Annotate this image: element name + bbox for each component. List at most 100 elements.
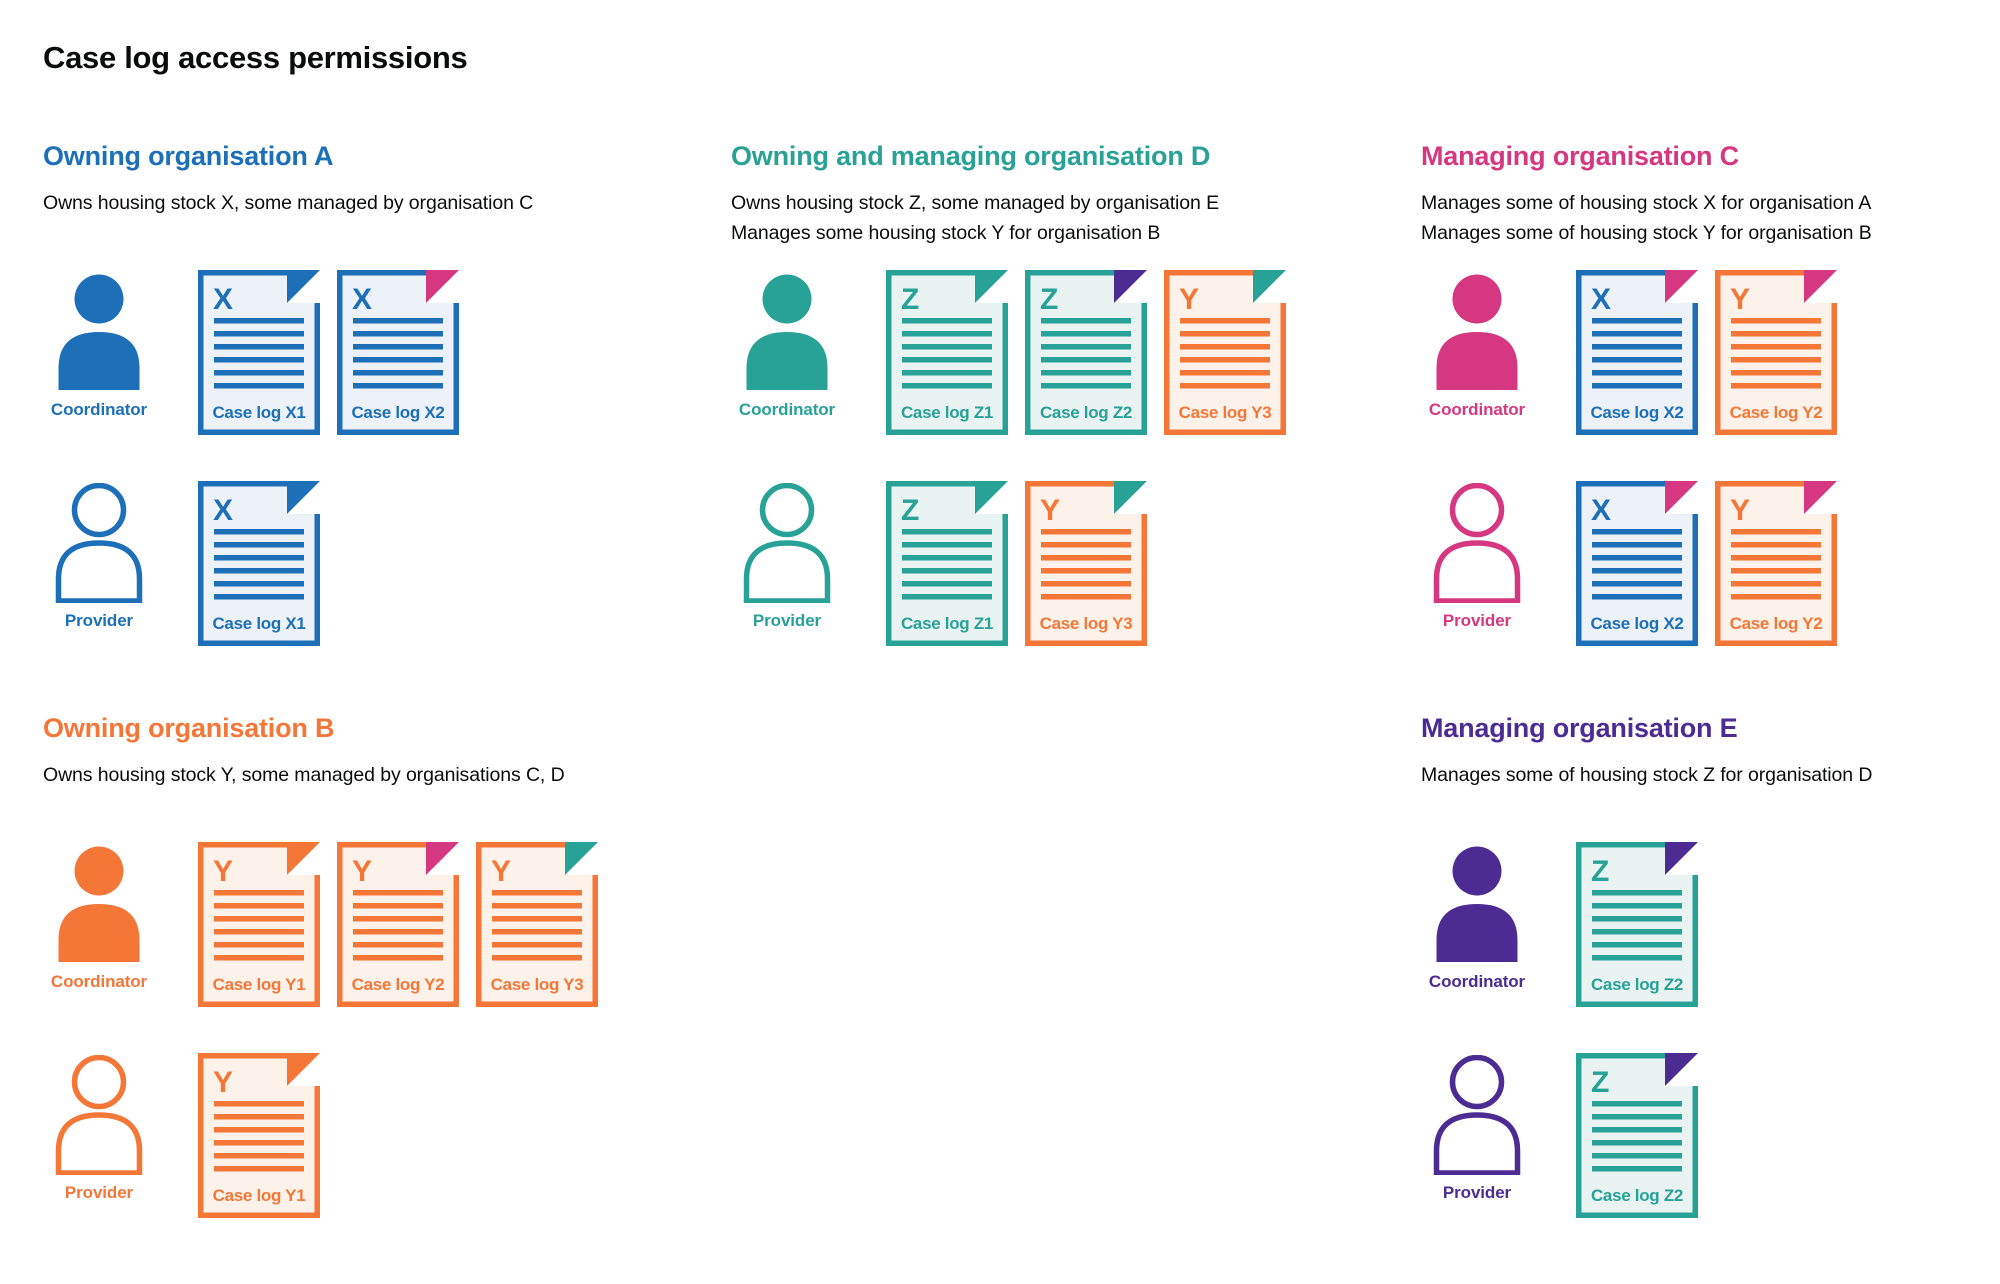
document-fold-icon <box>1665 1053 1698 1086</box>
document-label: Case log Y2 <box>1730 614 1823 633</box>
coordinator-icon <box>1436 274 1518 390</box>
coordinator-icon <box>1436 846 1518 962</box>
section-owning-organisation-b: Owning organisation B Owns housing stock … <box>43 712 731 1284</box>
document-border-top <box>198 842 287 848</box>
case-log-document: Z Case log Z2 <box>1025 270 1147 435</box>
role-label: Coordinator <box>738 400 836 419</box>
role-label: Coordinator <box>50 972 148 991</box>
document-border-left <box>1576 481 1582 646</box>
document-letter: X <box>1591 283 1611 316</box>
document-border-left <box>198 481 204 646</box>
document-text-line <box>492 955 582 961</box>
document-border-bottom <box>337 429 459 435</box>
section-description-line: Manages some of housing stock X for orga… <box>1421 192 1872 214</box>
section-heading: Owning organisation B <box>43 713 335 743</box>
document-border-right <box>1692 514 1698 646</box>
role-label: Provider <box>752 611 822 630</box>
coordinator-person: Coordinator <box>731 270 843 420</box>
case-log-documents: Y Case log Y1 Y Case log Y2 Y Case log Y… <box>198 842 598 1007</box>
document-border-top <box>1715 481 1804 487</box>
role-row-provider: Provider Z Case log Z1 Y Case log Y3 <box>731 481 1421 646</box>
case-log-document: Y Case log Y3 <box>1164 270 1286 435</box>
document-text-line <box>353 903 443 909</box>
case-log-document: Y Case log Y3 <box>476 842 598 1007</box>
document-border-left <box>1576 270 1582 435</box>
role-label: Provider <box>1442 1183 1512 1202</box>
document-border-bottom <box>198 429 320 435</box>
document-fold-icon <box>1114 270 1147 303</box>
document-letter: Z <box>1040 283 1058 316</box>
case-log-document: Y Case log Y1 <box>198 1053 320 1218</box>
document-border-left <box>198 1053 204 1218</box>
document-text-line <box>902 370 992 376</box>
document-border-right <box>1831 303 1837 435</box>
document-text-line <box>214 370 304 376</box>
document-text-line <box>902 357 992 363</box>
document-text-line <box>902 568 992 574</box>
document-text-line <box>1180 344 1270 350</box>
coordinator-person: Coordinator <box>1421 842 1533 992</box>
document-text-line <box>214 1127 304 1133</box>
document-page <box>198 270 320 435</box>
document-border-left <box>1164 270 1170 435</box>
document-border-bottom <box>337 1001 459 1007</box>
section-managing-organisation-c: Managing organisation C Manages some of h… <box>1421 140 2000 712</box>
document-text-line <box>214 890 304 896</box>
document-border-top <box>337 842 426 848</box>
coordinator-person: Coordinator <box>1421 270 1533 420</box>
document-text-line <box>1592 383 1682 389</box>
section-heading: Managing organisation C <box>1421 141 1739 171</box>
document-text-line <box>1592 1127 1682 1133</box>
document-letter: Y <box>1730 494 1750 527</box>
document-border-bottom <box>198 1001 320 1007</box>
document-text-line <box>1731 383 1821 389</box>
document-border-left <box>476 842 482 1007</box>
document-text-line <box>1592 1153 1682 1159</box>
provider-person: Provider <box>43 1053 155 1203</box>
document-border-top <box>198 481 287 487</box>
document-text-line <box>1731 581 1821 587</box>
document-border-left <box>198 842 204 1007</box>
document-border-top <box>1576 481 1665 487</box>
document-page <box>1164 270 1286 435</box>
document-border-right <box>1141 303 1147 435</box>
document-fold-icon <box>1253 270 1286 303</box>
document-page <box>1576 481 1698 646</box>
document-text-line <box>1592 955 1682 961</box>
document-border-top <box>198 270 287 276</box>
document-letter: Y <box>1730 283 1750 316</box>
document-text-line <box>1592 942 1682 948</box>
case-log-documents: X Case log X1 <box>198 481 320 646</box>
document-page <box>1715 270 1837 435</box>
document-page <box>1576 842 1698 1007</box>
document-letter: Y <box>213 1066 233 1099</box>
document-text-line <box>353 916 443 922</box>
page-title: Case log access permissions <box>43 40 468 75</box>
case-log-documents: Z Case log Z2 <box>1576 1053 1698 1218</box>
document-text-line <box>214 1153 304 1159</box>
document-text-line <box>1592 581 1682 587</box>
document-border-top <box>886 270 975 276</box>
document-border-right <box>453 875 459 1007</box>
document-text-line <box>214 568 304 574</box>
role-row-coordinator: Coordinator Z Case log Z2 <box>1421 842 2000 1007</box>
document-border-bottom <box>1715 640 1837 646</box>
document-fold-icon <box>426 270 459 303</box>
coordinator-icon <box>746 274 828 390</box>
document-border-left <box>337 842 343 1007</box>
document-text-line <box>1592 542 1682 548</box>
case-log-document: Y Case log Y1 <box>198 842 320 1007</box>
document-page <box>886 270 1008 435</box>
document-text-line <box>214 1114 304 1120</box>
document-text-line <box>902 529 992 535</box>
document-text-line <box>214 594 304 600</box>
document-text-line <box>1041 318 1131 324</box>
document-text-line <box>1041 581 1131 587</box>
role-label: Provider <box>64 611 134 630</box>
document-text-line <box>1592 370 1682 376</box>
role-label: Provider <box>64 1183 134 1202</box>
document-text-line <box>1731 594 1821 600</box>
document-text-line <box>214 955 304 961</box>
document-border-bottom <box>1576 1212 1698 1218</box>
document-fold-icon <box>287 842 320 875</box>
